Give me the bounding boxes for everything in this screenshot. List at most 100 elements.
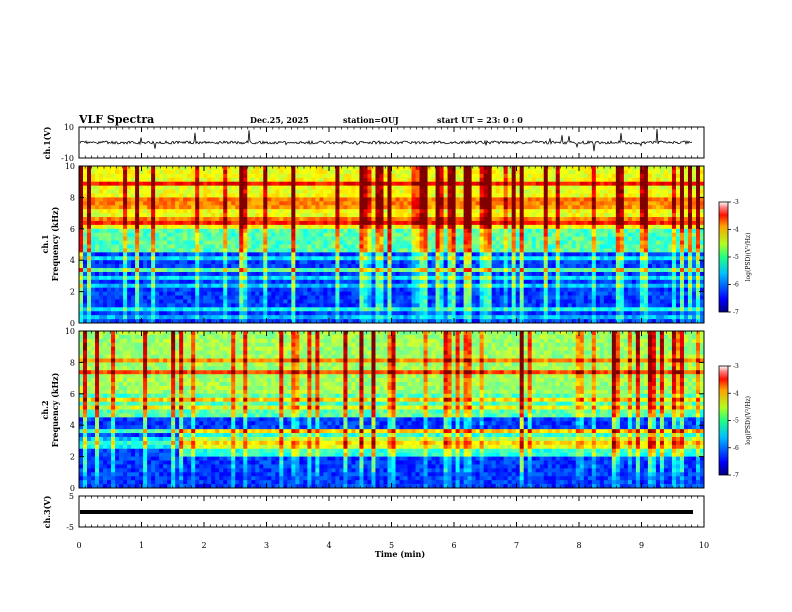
spectrogram-cell	[491, 264, 497, 269]
spectrogram-cell	[135, 232, 140, 238]
spectrogram-cell	[155, 173, 160, 179]
spectrogram-cell	[375, 264, 380, 269]
spectrogram-cell	[79, 315, 84, 320]
spectrogram-cell	[563, 252, 569, 257]
spectrogram-cell	[251, 220, 256, 226]
spectrogram-cell	[223, 303, 228, 308]
spectrogram-cell	[263, 236, 268, 241]
spectrogram-cell	[335, 271, 340, 277]
spectrogram-cell	[91, 283, 96, 289]
spectrogram-cell	[323, 287, 328, 293]
spectrogram-cell	[119, 205, 124, 210]
spectrogram-cell	[563, 240, 569, 245]
spectrogram-cell	[263, 315, 268, 320]
spectrogram-cell	[335, 244, 340, 249]
spectrogram-cell	[87, 213, 92, 218]
spectrogram-cell	[275, 166, 280, 171]
spectrogram-cell	[331, 197, 336, 202]
spectrogram-cell	[95, 185, 100, 190]
spectrogram-cell	[427, 271, 432, 277]
spectrogram-cell	[395, 291, 400, 296]
spectrogram-cell	[487, 220, 493, 226]
spectrogram-cell	[87, 303, 92, 308]
spectrogram-cell	[263, 220, 268, 226]
spectrogram-cell	[203, 236, 208, 241]
spectrogram-cell	[491, 236, 497, 241]
spectrogram-cell	[107, 275, 112, 281]
spectrogram-cell	[551, 303, 557, 308]
spectrogram-cell	[303, 279, 308, 285]
spectrogram-cell	[323, 303, 328, 308]
spectrogram-cell	[143, 201, 148, 206]
spectrogram-cell	[315, 252, 320, 257]
spectrogram-cell	[371, 232, 376, 238]
spectrogram-cell	[111, 240, 116, 245]
spectrogram-cell	[99, 248, 104, 253]
spectrogram-cell	[419, 252, 424, 257]
spectrogram-cell	[183, 220, 188, 226]
spectrogram-cell	[223, 315, 228, 320]
spectrogram-cell	[431, 185, 436, 190]
spectrogram-cell	[179, 177, 184, 183]
spectrogram-cell	[151, 315, 156, 320]
spectrogram-cell	[451, 279, 457, 285]
spectrogram-cell	[475, 311, 481, 316]
spectrogram-cell	[379, 264, 384, 269]
spectrogram-cell	[127, 213, 132, 218]
spectrogram-cell	[171, 220, 176, 226]
spectrogram-cell	[243, 181, 248, 187]
spectrogram-cell	[187, 279, 192, 285]
spectrogram-cell	[111, 291, 116, 296]
spectrogram-cell	[295, 232, 300, 238]
spectrogram-cell	[295, 283, 300, 289]
spectrogram-cell	[195, 248, 200, 253]
spectrogram-cell	[503, 291, 509, 296]
spectrogram-cell	[91, 232, 96, 238]
spectrogram-cell	[435, 279, 440, 285]
spectrogram-cell	[423, 166, 428, 171]
spectrogram-cell	[127, 275, 132, 281]
spectrogram-cell	[83, 295, 88, 300]
spectrogram-cell	[483, 260, 489, 265]
spectrogram-cell	[343, 169, 348, 175]
spectrogram-cell	[555, 268, 561, 273]
spectrogram-cell	[331, 193, 336, 198]
spectrogram-cell	[527, 197, 533, 202]
spectrogram-cell	[451, 232, 457, 238]
spectrogram-cell	[539, 169, 545, 175]
spectrogram-cell	[359, 256, 364, 261]
spectrogram-cell	[415, 197, 420, 202]
spectrogram-cell	[315, 271, 320, 277]
spectrogram-cell	[479, 252, 485, 257]
spectrogram-cell	[307, 279, 312, 285]
spectrogram-cell	[111, 283, 116, 289]
spectrogram-cell	[427, 177, 432, 183]
spectrogram-cell	[251, 275, 256, 281]
spectrogram-cell	[507, 256, 513, 261]
spectrogram-cell	[283, 236, 288, 241]
spectrogram-cell	[167, 166, 172, 171]
spectrogram-cell	[279, 189, 284, 194]
spectrogram-cell	[411, 217, 416, 222]
spectrogram-cell	[175, 264, 180, 269]
spectrogram-cell	[543, 283, 549, 289]
spectrogram-cell	[419, 228, 424, 234]
spectrogram-cell	[419, 201, 424, 206]
spectrogram-cell	[527, 307, 533, 312]
spectrogram-cell	[227, 217, 232, 222]
spectrogram-cell	[103, 287, 108, 293]
spectrogram-cell	[559, 307, 565, 312]
spectrogram-cell	[555, 197, 561, 202]
spectrogram-cell	[179, 166, 184, 171]
spectrogram-cell	[575, 244, 581, 249]
spectrogram-cell	[99, 279, 104, 285]
spectrogram-cell	[471, 287, 477, 293]
spectrogram-cell	[107, 264, 112, 269]
spectrogram-cell	[407, 169, 412, 175]
spectrogram-cell	[323, 268, 328, 273]
spectrogram-cell	[539, 240, 545, 245]
spectrogram-cell	[227, 224, 232, 230]
spectrogram-cell	[187, 213, 192, 218]
spectrogram-cell	[315, 319, 320, 324]
spectrogram-cell	[467, 275, 473, 281]
